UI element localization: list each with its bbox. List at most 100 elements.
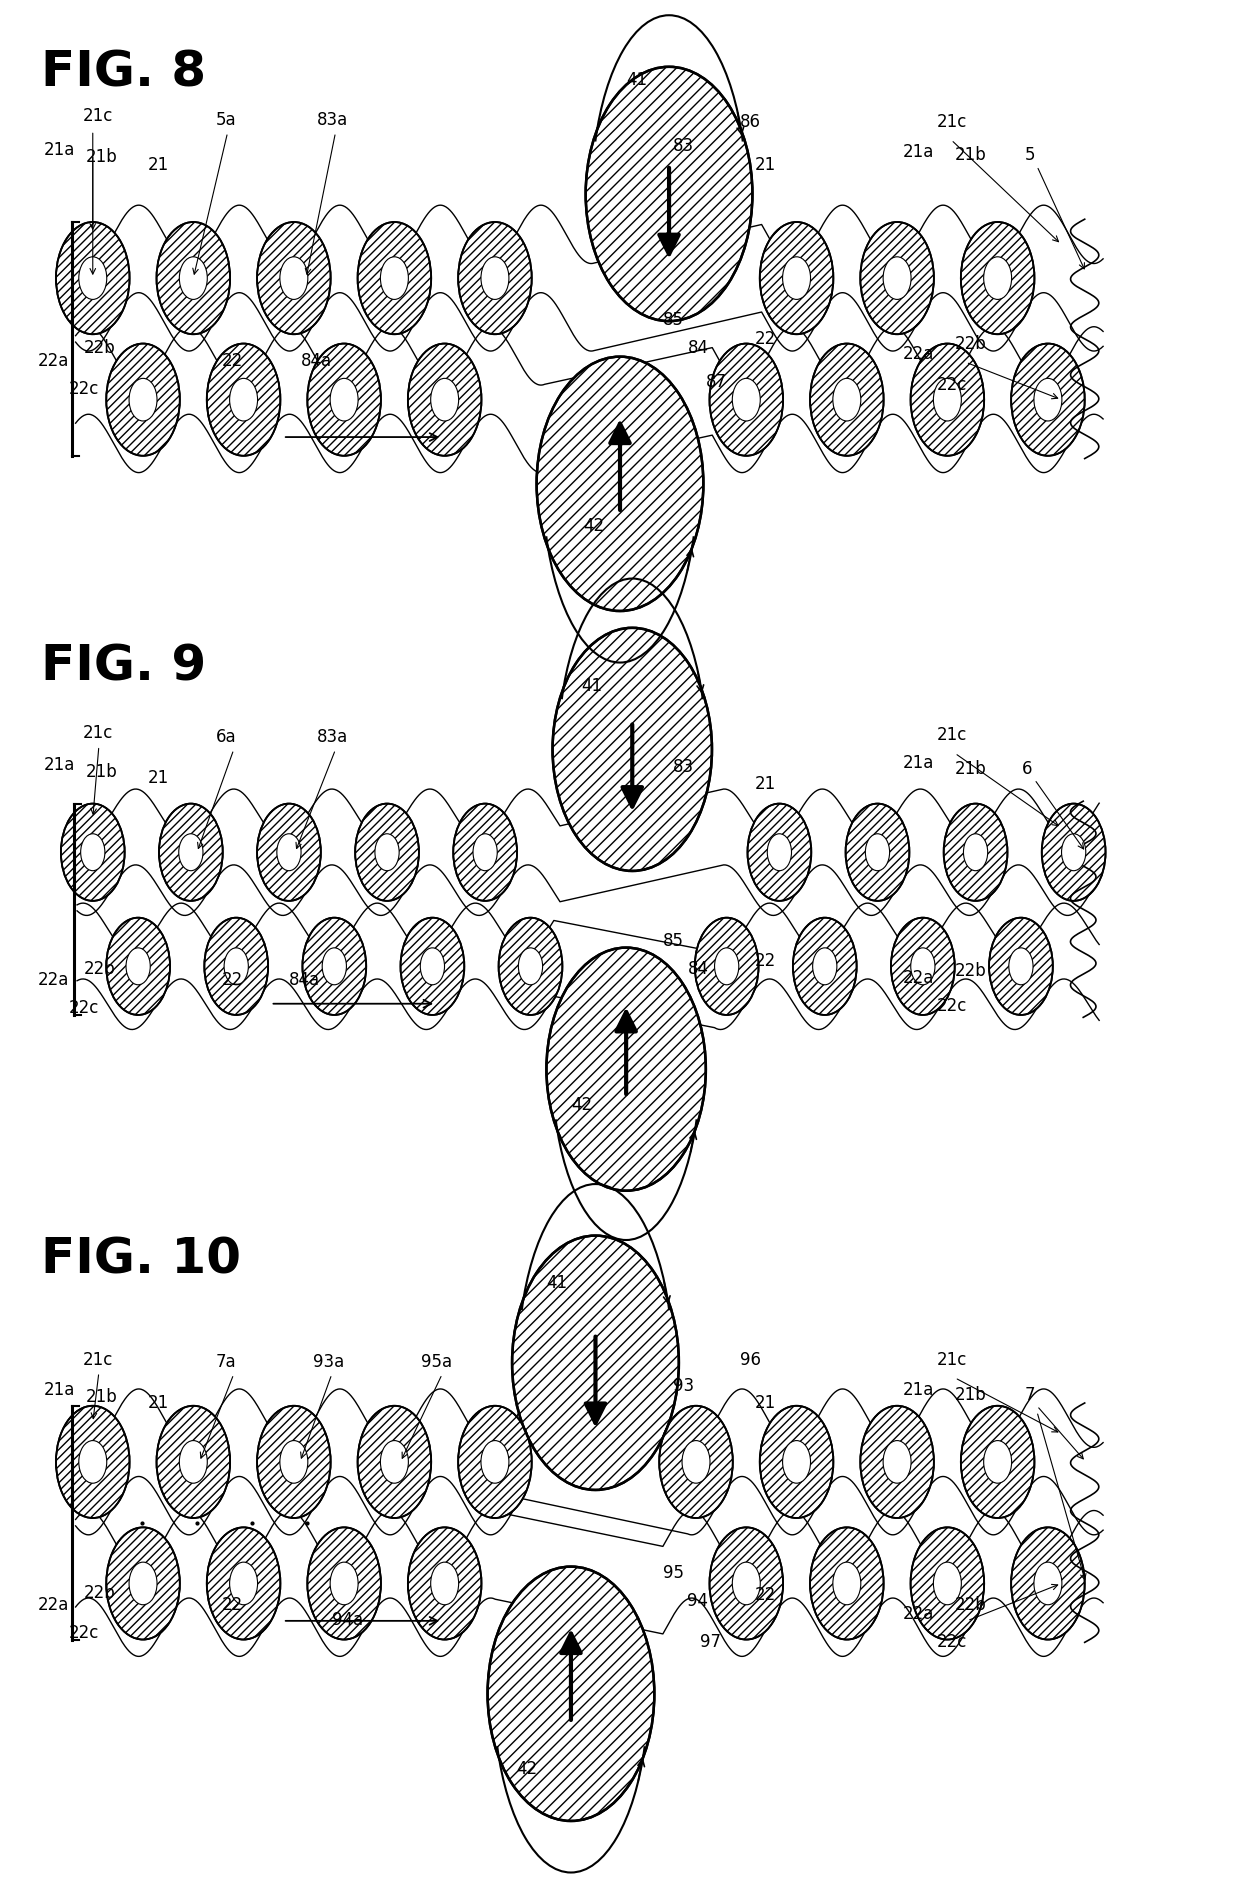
Ellipse shape	[518, 948, 543, 985]
Text: 21c: 21c	[83, 1351, 113, 1368]
Circle shape	[355, 804, 419, 901]
Text: 22a: 22a	[903, 968, 935, 987]
Circle shape	[861, 222, 934, 333]
Circle shape	[709, 343, 784, 456]
Ellipse shape	[381, 256, 408, 300]
Ellipse shape	[963, 835, 988, 870]
Circle shape	[257, 222, 331, 333]
Circle shape	[458, 222, 532, 333]
Text: 21a: 21a	[43, 141, 76, 158]
Text: 21b: 21b	[955, 759, 987, 778]
Text: 21b: 21b	[86, 763, 117, 782]
Circle shape	[156, 222, 231, 333]
Text: 22c: 22c	[68, 1624, 99, 1641]
Circle shape	[303, 918, 366, 1015]
Text: 83: 83	[673, 757, 694, 776]
Text: 83a: 83a	[317, 111, 348, 128]
Circle shape	[357, 222, 432, 333]
Text: 6a: 6a	[216, 727, 236, 746]
Circle shape	[401, 918, 464, 1015]
Circle shape	[760, 222, 833, 333]
Circle shape	[207, 343, 280, 456]
Ellipse shape	[768, 835, 791, 870]
Text: 84a: 84a	[301, 352, 332, 369]
Circle shape	[944, 804, 1007, 901]
Text: 7a: 7a	[216, 1353, 236, 1370]
Text: 21a: 21a	[903, 754, 935, 772]
Circle shape	[107, 918, 170, 1015]
Ellipse shape	[280, 1441, 308, 1483]
Text: 22a: 22a	[903, 345, 935, 362]
Circle shape	[487, 1567, 655, 1822]
Circle shape	[792, 918, 857, 1015]
Circle shape	[694, 918, 759, 1015]
Ellipse shape	[374, 835, 399, 870]
Circle shape	[709, 1528, 784, 1639]
Text: 84: 84	[687, 339, 708, 356]
Ellipse shape	[714, 948, 739, 985]
Ellipse shape	[1009, 948, 1033, 985]
Ellipse shape	[1034, 1562, 1061, 1605]
Text: FIG. 8: FIG. 8	[41, 49, 206, 96]
Text: 21: 21	[148, 1394, 169, 1411]
Text: 95a: 95a	[422, 1353, 453, 1370]
Ellipse shape	[472, 835, 497, 870]
Text: 97: 97	[699, 1633, 720, 1650]
Text: 41: 41	[580, 678, 601, 695]
Circle shape	[357, 1405, 432, 1519]
Ellipse shape	[79, 1441, 107, 1483]
Circle shape	[56, 222, 129, 333]
Text: 22a: 22a	[37, 1596, 69, 1613]
Text: 22: 22	[755, 951, 776, 970]
Circle shape	[156, 1405, 231, 1519]
Ellipse shape	[180, 1441, 207, 1483]
Text: 21: 21	[755, 156, 776, 173]
Text: 21c: 21c	[936, 113, 967, 130]
Ellipse shape	[81, 835, 105, 870]
Text: 21: 21	[755, 774, 776, 793]
Circle shape	[308, 343, 381, 456]
Circle shape	[61, 804, 125, 901]
Text: 21c: 21c	[83, 723, 113, 742]
Text: 41: 41	[626, 72, 647, 89]
Text: 84a: 84a	[289, 970, 320, 989]
Circle shape	[585, 66, 753, 320]
Ellipse shape	[883, 1441, 911, 1483]
Circle shape	[56, 1405, 129, 1519]
Ellipse shape	[782, 1441, 811, 1483]
Text: 42: 42	[516, 1760, 537, 1778]
Circle shape	[892, 918, 955, 1015]
Text: 94: 94	[687, 1592, 708, 1611]
Text: 21: 21	[148, 769, 169, 788]
Text: 21c: 21c	[83, 107, 113, 124]
Text: 22c: 22c	[936, 377, 967, 394]
Text: 22c: 22c	[68, 381, 99, 398]
Text: 21: 21	[148, 156, 169, 173]
Text: 87: 87	[706, 373, 727, 390]
Circle shape	[1042, 804, 1106, 901]
Circle shape	[537, 356, 703, 610]
Circle shape	[308, 1528, 381, 1639]
Text: 42: 42	[583, 516, 604, 535]
Ellipse shape	[733, 379, 760, 420]
Circle shape	[961, 222, 1034, 333]
Ellipse shape	[381, 1441, 408, 1483]
Text: 21: 21	[755, 1394, 776, 1411]
Ellipse shape	[277, 835, 301, 870]
Circle shape	[990, 918, 1053, 1015]
Text: 22b: 22b	[84, 1584, 115, 1603]
Text: 21b: 21b	[86, 1389, 117, 1405]
Ellipse shape	[180, 256, 207, 300]
Ellipse shape	[179, 835, 203, 870]
Circle shape	[408, 1528, 481, 1639]
Circle shape	[660, 1405, 733, 1519]
Circle shape	[846, 804, 909, 901]
Circle shape	[107, 343, 180, 456]
Text: 93a: 93a	[314, 1353, 345, 1370]
Ellipse shape	[682, 1441, 711, 1483]
Ellipse shape	[833, 379, 861, 420]
Text: 22: 22	[222, 1596, 243, 1613]
Text: 21a: 21a	[43, 1381, 76, 1398]
Ellipse shape	[322, 948, 346, 985]
Circle shape	[748, 804, 811, 901]
